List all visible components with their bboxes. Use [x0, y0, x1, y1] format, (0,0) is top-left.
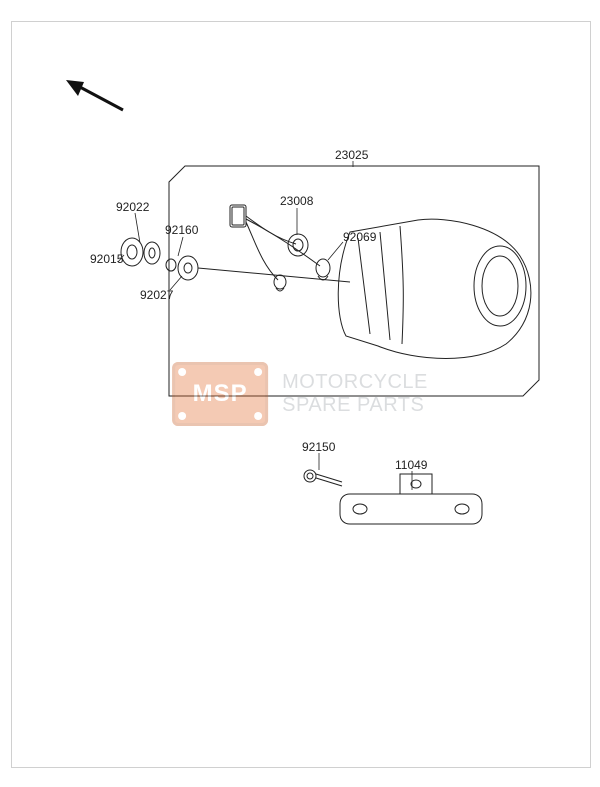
part-label-92022: 92022 — [116, 200, 149, 214]
part-label-92015: 92015 — [90, 252, 123, 266]
part-label-92150: 92150 — [302, 440, 335, 454]
part-label-23025: 23025 — [335, 148, 368, 162]
part-label-23008: 23008 — [280, 194, 313, 208]
parts-illustration — [0, 0, 600, 787]
part-label-92069: 92069 — [343, 230, 376, 244]
part-label-92160: 92160 — [165, 223, 198, 237]
part-label-11049: 11049 — [395, 458, 427, 472]
part-label-92027: 92027 — [140, 288, 173, 302]
